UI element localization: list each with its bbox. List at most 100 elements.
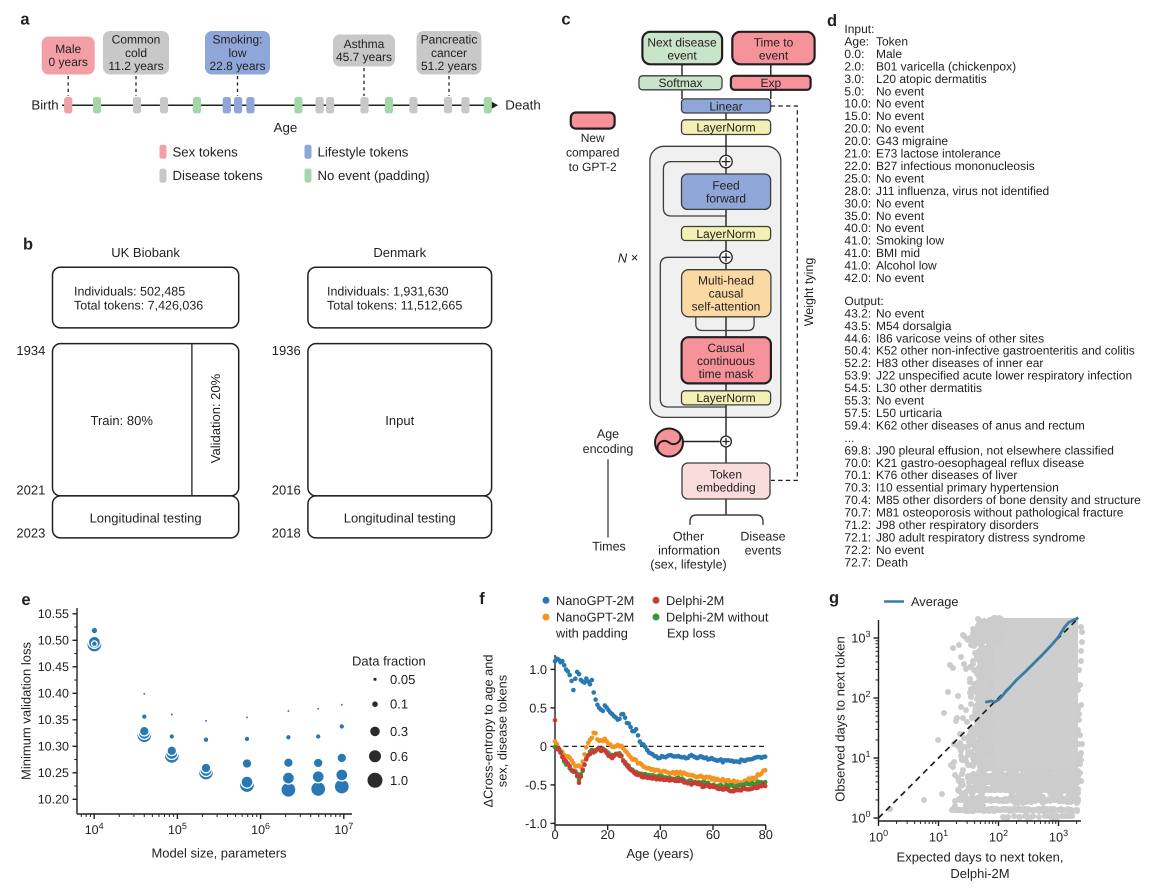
svg-text:Causal: Causal xyxy=(707,341,744,355)
svg-text:-1.0: -1.0 xyxy=(525,816,547,831)
svg-text:Male: Male xyxy=(55,42,81,56)
svg-text:K52 other non-infective gastro: K52 other non-infective gastroenteritis … xyxy=(876,344,1135,358)
svg-text:Token: Token xyxy=(710,468,742,482)
svg-text:1934: 1934 xyxy=(16,343,45,358)
svg-text:B01 varicella (chickenpox): B01 varicella (chickenpox) xyxy=(876,59,1016,73)
svg-text:Delphi-2M: Delphi-2M xyxy=(950,866,1009,881)
svg-text:Smoking:: Smoking: xyxy=(212,33,262,47)
svg-text:40.0:: 40.0: xyxy=(844,221,871,235)
svg-text:K21 gastro-oesophageal reflux: K21 gastro-oesophageal reflux disease xyxy=(876,456,1084,470)
svg-text:2.0:: 2.0: xyxy=(844,59,864,73)
svg-text:H83 other diseases of inner ea: H83 other diseases of inner ear xyxy=(876,356,1043,370)
svg-text:42.0:: 42.0: xyxy=(844,271,871,285)
svg-text:35.0:: 35.0: xyxy=(844,209,871,223)
svg-text:10.0:: 10.0: xyxy=(844,97,871,111)
svg-text:2018: 2018 xyxy=(272,526,301,541)
svg-text:Other: Other xyxy=(673,529,704,543)
svg-text:Disease tokens: Disease tokens xyxy=(173,168,264,183)
svg-text:Alcohol low: Alcohol low xyxy=(876,259,937,273)
svg-text:No event: No event xyxy=(876,221,925,235)
svg-text:53.9:: 53.9: xyxy=(844,369,871,383)
svg-text:41.0:: 41.0: xyxy=(844,246,871,260)
svg-text:5.0:: 5.0: xyxy=(844,84,864,98)
svg-text:No event: No event xyxy=(876,109,925,123)
svg-text:43.2:: 43.2: xyxy=(844,306,871,320)
svg-text:Sex tokens: Sex tokens xyxy=(173,144,239,159)
svg-text:Multi-head: Multi-head xyxy=(698,273,754,287)
svg-text:No event: No event xyxy=(876,196,925,210)
svg-text:LayerNorm: LayerNorm xyxy=(696,391,755,405)
svg-text:Token: Token xyxy=(876,34,908,48)
svg-text:15.0:: 15.0: xyxy=(844,109,871,123)
svg-text:40: 40 xyxy=(653,827,667,842)
svg-text:continuous: continuous xyxy=(697,354,755,368)
svg-text:72.2:: 72.2: xyxy=(844,543,871,557)
svg-text:41.0:: 41.0: xyxy=(844,259,871,273)
svg-text:event: event xyxy=(667,49,697,63)
svg-text:25.0:: 25.0: xyxy=(844,171,871,185)
svg-text:57.5:: 57.5: xyxy=(844,406,871,420)
svg-text:Train: 80%: Train: 80% xyxy=(91,413,154,428)
svg-text:0: 0 xyxy=(551,827,558,842)
svg-text:Exp: Exp xyxy=(760,76,781,90)
svg-text:I86 varicose veins of other si: I86 varicose veins of other sites xyxy=(876,331,1044,345)
svg-text:1.0: 1.0 xyxy=(529,662,547,677)
svg-text:Asthma: Asthma xyxy=(344,37,385,51)
svg-text:N ×: N × xyxy=(618,250,639,265)
svg-text:Weight tying: Weight tying xyxy=(802,258,816,327)
svg-text:J22 unspecified acute lower re: J22 unspecified acute lower respiratory … xyxy=(876,369,1132,383)
svg-text:21.0:: 21.0: xyxy=(844,147,871,161)
svg-text:No event: No event xyxy=(876,394,925,408)
svg-text:Pancreatic: Pancreatic xyxy=(421,33,478,47)
svg-text:J80 adult respiratory distress: J80 adult respiratory distress syndrome xyxy=(876,530,1086,544)
svg-text:22.8 years: 22.8 years xyxy=(209,59,265,73)
svg-text:10.30: 10.30 xyxy=(38,739,69,753)
svg-text:forward: forward xyxy=(706,191,746,205)
svg-text:72.7:: 72.7: xyxy=(844,555,871,569)
svg-text:UK Biobank: UK Biobank xyxy=(111,245,180,260)
svg-text:30.0:: 30.0: xyxy=(844,196,871,210)
svg-text:Validation: 20%: Validation: 20% xyxy=(208,373,223,463)
svg-text:G43 migraine: G43 migraine xyxy=(876,134,948,148)
svg-text:with padding: with padding xyxy=(555,625,628,640)
svg-text:Minimum validation loss: Minimum validation loss xyxy=(19,642,34,780)
svg-text:Expected days to next token,: Expected days to next token, xyxy=(897,850,1064,865)
svg-text:44.6:: 44.6: xyxy=(844,331,871,345)
svg-text:20: 20 xyxy=(601,827,615,842)
svg-text:43.5:: 43.5: xyxy=(844,319,871,333)
svg-text:No event: No event xyxy=(876,209,925,223)
svg-text:3.0:: 3.0: xyxy=(844,72,864,86)
svg-text:Age:: Age: xyxy=(844,34,869,48)
svg-text:No event: No event xyxy=(876,271,925,285)
svg-text:Individuals: 502,485: Individuals: 502,485 xyxy=(74,284,185,298)
svg-text:E73 lactose intolerance: E73 lactose intolerance xyxy=(876,147,1001,161)
svg-text:No event: No event xyxy=(876,84,925,98)
svg-text:L50 urticaria: L50 urticaria xyxy=(876,406,942,420)
svg-text:Age (years): Age (years) xyxy=(626,846,693,861)
svg-text:Next disease: Next disease xyxy=(647,36,717,50)
svg-text:Death: Death xyxy=(505,98,540,113)
svg-text:...: ... xyxy=(844,431,854,445)
svg-text:J90 pleural effusion, not else: J90 pleural effusion, not elsewhere clas… xyxy=(876,443,1114,457)
svg-text:11.2 years: 11.2 years xyxy=(108,59,163,73)
svg-text:Total tokens: 7,426,036: Total tokens: 7,426,036 xyxy=(74,299,203,313)
svg-text:Observed days to next token: Observed days to next token xyxy=(833,636,848,801)
svg-text:69.8:: 69.8: xyxy=(844,443,871,457)
svg-text:No event (padding): No event (padding) xyxy=(318,168,430,183)
svg-text:I10 essential primary hyperten: I10 essential primary hypertension xyxy=(876,481,1059,495)
svg-text:g: g xyxy=(829,589,839,607)
svg-text:70.7:: 70.7: xyxy=(844,506,871,520)
svg-text:Output:: Output: xyxy=(844,294,883,308)
svg-text:Average: Average xyxy=(911,594,958,609)
svg-text:55.3:: 55.3: xyxy=(844,394,871,408)
svg-text:70.3:: 70.3: xyxy=(844,481,871,495)
svg-text:Common: Common xyxy=(112,33,161,47)
svg-text:0.6: 0.6 xyxy=(390,749,408,764)
svg-text:Longitudinal testing: Longitudinal testing xyxy=(90,510,202,525)
svg-text:Softmax: Softmax xyxy=(658,76,702,90)
svg-text:10.45: 10.45 xyxy=(38,660,69,674)
svg-text:NanoGPT-2M: NanoGPT-2M xyxy=(556,593,634,608)
svg-text:to GPT-2: to GPT-2 xyxy=(569,160,617,174)
svg-text:22.0:: 22.0: xyxy=(844,159,871,173)
svg-text:0.3: 0.3 xyxy=(390,724,408,739)
